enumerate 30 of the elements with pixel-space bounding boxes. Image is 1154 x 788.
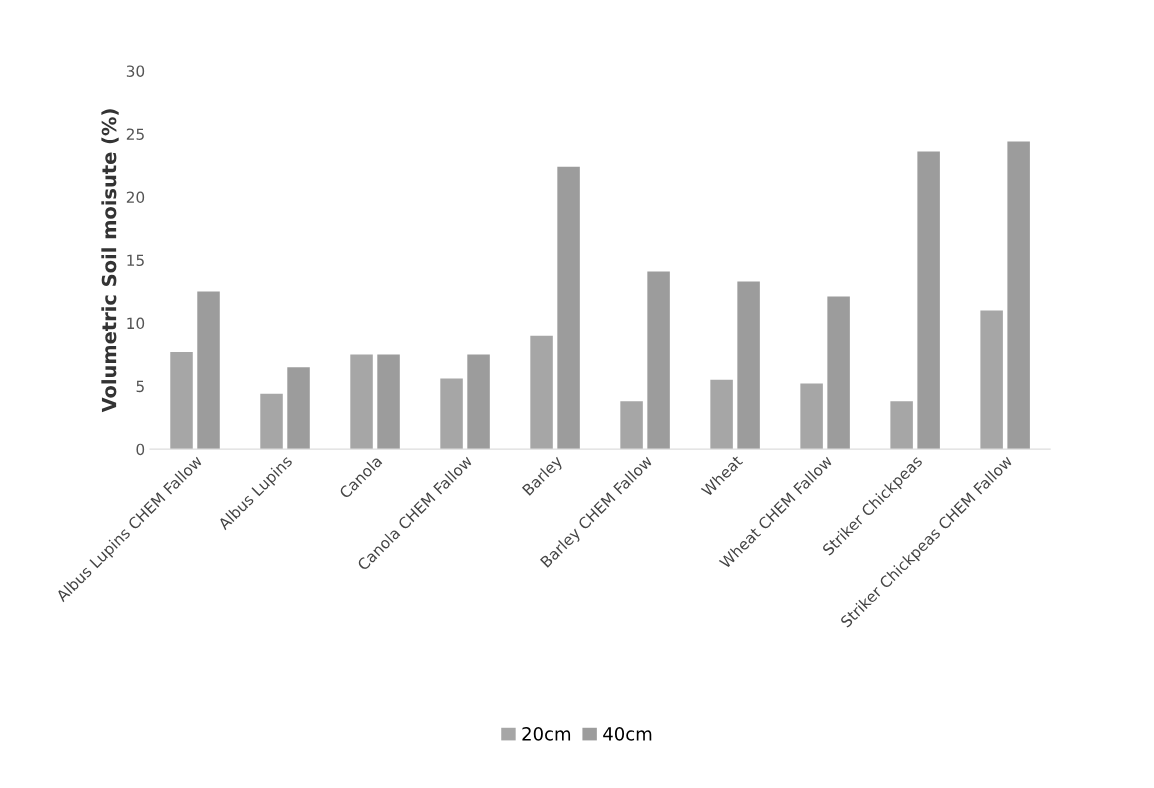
y-axis-title: Volumetric Soil moisute (%) (101, 109, 119, 413)
bar (260, 393, 283, 450)
bar (530, 335, 553, 450)
y-tick-label: 5 (136, 380, 144, 393)
bar (350, 354, 373, 450)
y-tick-label: 10 (127, 317, 145, 330)
bar (170, 352, 193, 450)
bar (800, 383, 823, 450)
bar (1007, 141, 1030, 450)
bar (620, 401, 643, 450)
bar (377, 354, 400, 450)
bar (827, 296, 850, 450)
legend-label: 40cm (603, 727, 652, 741)
bar (710, 379, 733, 450)
bar (737, 281, 760, 450)
bar (647, 271, 670, 450)
legend-label: 20cm (522, 727, 571, 741)
y-tick-label: 20 (126, 191, 145, 204)
bar (917, 151, 940, 450)
bar (557, 166, 580, 450)
bar (197, 291, 220, 450)
bar (467, 354, 490, 450)
y-tick-label: 30 (126, 65, 145, 77)
bar (890, 401, 913, 450)
y-tick-label: 15 (127, 254, 144, 267)
bar (440, 378, 463, 450)
bar (287, 367, 310, 450)
y-tick-label: 25 (126, 128, 144, 140)
y-tick-label: 0 (136, 443, 145, 456)
bar (980, 310, 1003, 450)
